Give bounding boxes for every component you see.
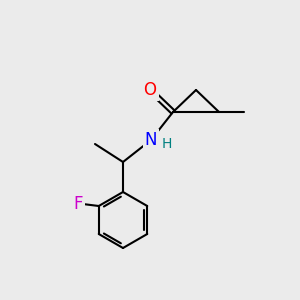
Text: O: O <box>143 81 157 99</box>
Text: N: N <box>145 131 157 149</box>
Text: F: F <box>73 195 82 213</box>
Text: H: H <box>162 137 172 151</box>
